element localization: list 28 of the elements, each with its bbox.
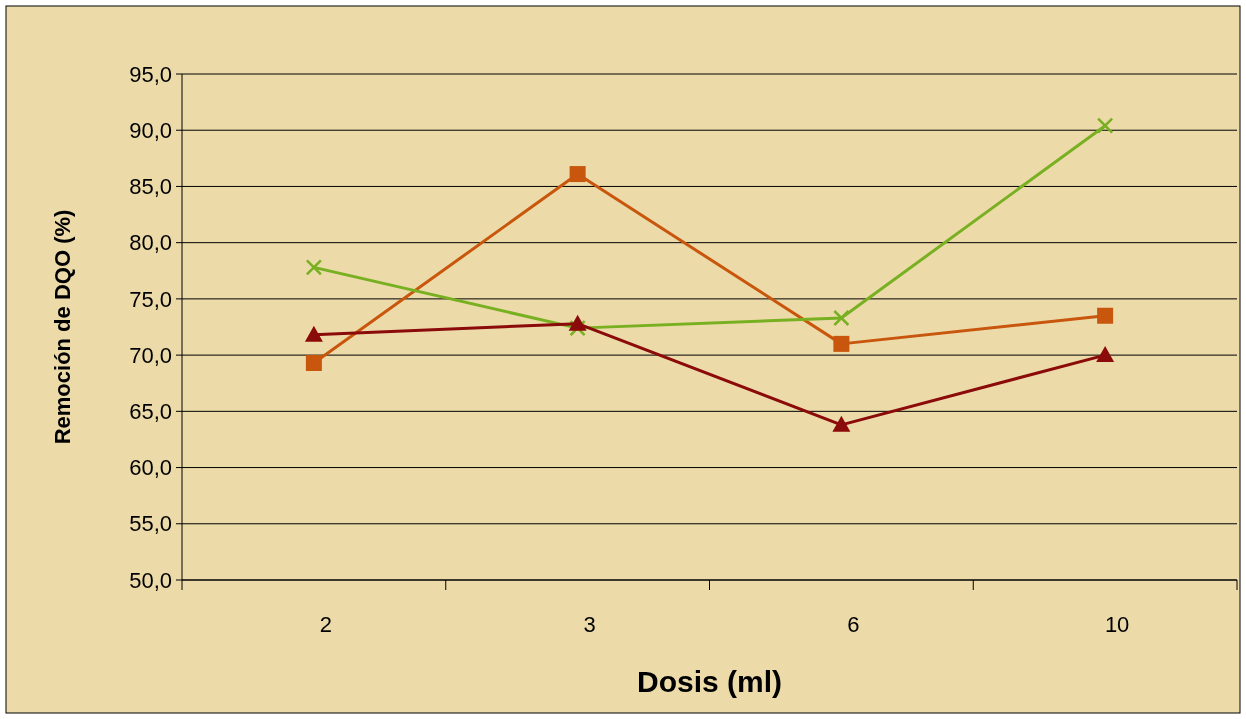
point (305, 259, 323, 276)
x-tick-label: 2 (319, 612, 332, 637)
point (304, 325, 323, 342)
y-tick-label: 85,0 (129, 174, 172, 200)
y-tick-label: 60,0 (129, 455, 172, 481)
y-axis-title: Remoción de DQO (%) (50, 209, 75, 445)
x-tick-label: 6 (847, 612, 860, 637)
point (568, 314, 587, 331)
y-tick-label: 50,0 (129, 567, 172, 593)
y-tick-label: 95,0 (129, 61, 172, 87)
point (833, 309, 850, 327)
point (1096, 117, 1114, 134)
point (569, 319, 586, 337)
x-axis-title: Dosis (ml) (636, 665, 783, 698)
y-tick-label: 90,0 (129, 117, 172, 143)
point (1096, 346, 1115, 363)
point (569, 166, 586, 183)
y-tick-label: 80,0 (129, 230, 172, 256)
y-tick-label: 70,0 (129, 342, 172, 368)
y-tick-label: 65,0 (129, 399, 172, 425)
x-tick-label: 10 (1104, 612, 1130, 637)
point (833, 335, 850, 352)
y-tick-label: 75,0 (129, 286, 172, 312)
x-tick-label: 3 (583, 612, 596, 637)
point (1097, 307, 1114, 324)
y-tick-label: 55,0 (129, 511, 172, 537)
point (832, 415, 851, 432)
point (305, 354, 322, 371)
